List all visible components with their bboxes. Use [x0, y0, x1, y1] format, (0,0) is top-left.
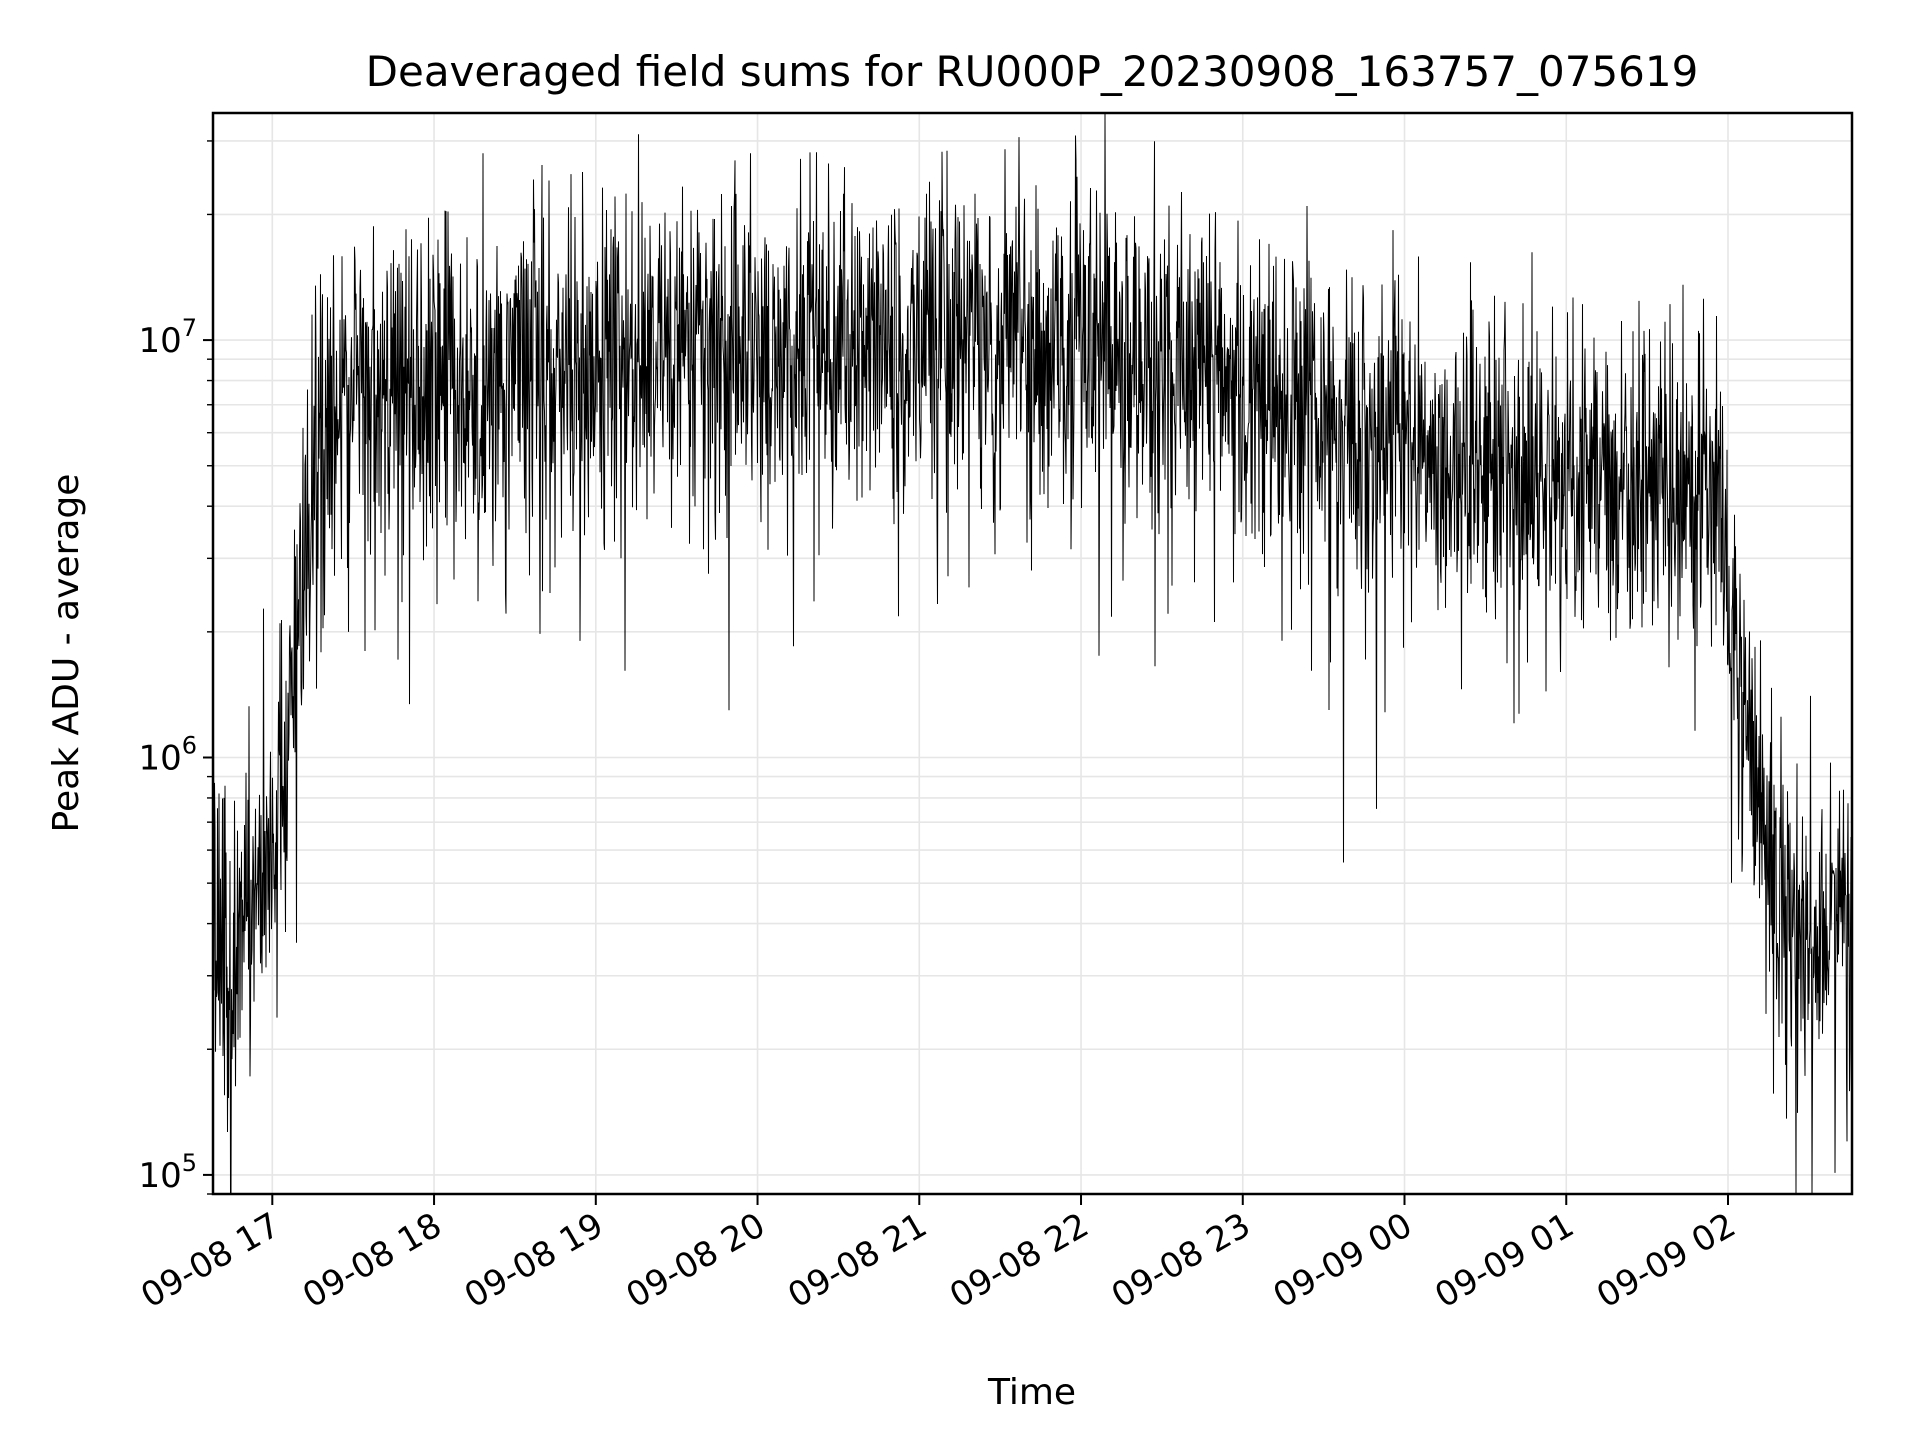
y-tick-label: 107: [138, 314, 197, 361]
x-tick-label: 09-08 21: [781, 1205, 933, 1316]
y-tick-exponent: 5: [182, 1149, 197, 1177]
x-tick-label: 09-09 02: [1590, 1205, 1742, 1316]
x-tick-label: 09-08 23: [1105, 1205, 1257, 1316]
chart-title: Deaveraged field sums for RU000P_2023090…: [366, 47, 1699, 96]
tick-layer: 09-08 17 09-08 18 09-08 19 09-08 20 09-08 21…: [134, 140, 1742, 1316]
x-tick-label: 09-08 20: [620, 1205, 772, 1316]
x-axis-label: Time: [987, 1372, 1076, 1413]
x-tick-label: 09-08 18: [296, 1205, 448, 1316]
y-tick-label: 106: [138, 731, 197, 778]
series-line-0: [212, 112, 1853, 1195]
y-tick-exponent: 6: [182, 731, 197, 759]
plot-frame: [211, 111, 1854, 1196]
x-tick-label: 09-08 22: [943, 1205, 1095, 1316]
y-tick-label: 105: [138, 1149, 197, 1196]
grid-lines: [213, 113, 1852, 1195]
series-layer: [212, 112, 1853, 1195]
x-tick-label: 09-09 01: [1428, 1205, 1580, 1316]
x-tick-label: 09-08 19: [458, 1205, 610, 1316]
y-axis-label: Peak ADU - average: [46, 474, 87, 833]
x-tick-label: 09-09 00: [1267, 1205, 1419, 1316]
y-tick-exponent: 7: [182, 314, 197, 342]
x-tick-label: 09-08 17: [134, 1205, 286, 1316]
